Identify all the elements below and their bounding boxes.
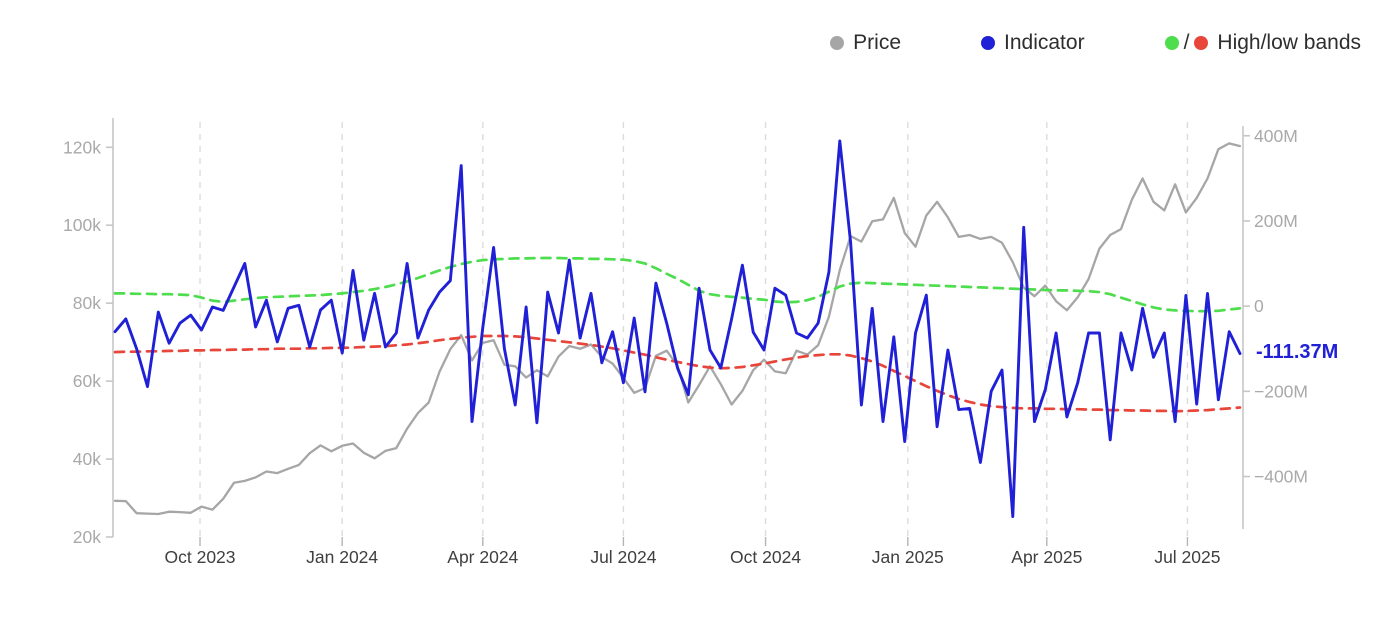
y-left-tick-label: 40k [73, 449, 101, 469]
price-line [113, 142, 1242, 516]
legend-item-high-low-bands[interactable]: / High/low bands [1164, 31, 1361, 55]
y-left-tick-label: 80k [73, 293, 101, 313]
price-legend-dot-icon [830, 36, 845, 50]
low-band-legend-dot-icon [1194, 36, 1209, 50]
indicator-last-value-label: -111.37M [1256, 340, 1339, 363]
chart-legend: Price Indicator / High/low bands [830, 31, 1361, 55]
y-right-tick-label: −200M [1254, 381, 1308, 401]
legend-item-price[interactable]: Price [830, 31, 901, 55]
indicator-legend-dot-icon [981, 36, 996, 50]
y-right-tick-label: 400M [1254, 126, 1298, 146]
x-tick-label: Oct 2024 [730, 547, 801, 567]
y-right-tick-label: 200M [1254, 211, 1298, 231]
y-left-tick-label: 20k [73, 527, 101, 547]
high-band-legend-dot-icon [1164, 36, 1179, 50]
legend-item-label: Price [853, 31, 902, 54]
x-tick-label: Jul 2025 [1154, 547, 1220, 567]
x-tick-label: Apr 2024 [447, 547, 518, 567]
y-right-tick-label: 0 [1254, 296, 1264, 316]
x-tick-label: Apr 2025 [1011, 547, 1082, 567]
indicator-line [113, 139, 1242, 519]
x-tick-label: Oct 2023 [165, 547, 236, 567]
y-axis-left: 20k 40k 60k 80k 100k 120k [63, 118, 114, 547]
x-tick-label: Jan 2025 [872, 547, 944, 567]
x-tick-label: Jul 2024 [590, 547, 656, 567]
x-tick-label: Jan 2024 [306, 547, 378, 567]
y-left-tick-label: 60k [73, 371, 101, 391]
legend-item-label: Indicator [1004, 31, 1085, 54]
y-right-tick-label: −400M [1254, 467, 1308, 487]
y-left-tick-label: 120k [63, 137, 101, 157]
legend-item-indicator[interactable]: Indicator [981, 31, 1085, 55]
y-axis-right: −400M −200M 0 200M 400M [1242, 126, 1308, 529]
legend-item-label: High/low bands [1217, 31, 1361, 54]
legend-separator: / [1183, 31, 1190, 54]
x-axis: Oct 2023 Jan 2024 Apr 2024 Jul 2024 Oct 2024… [165, 537, 1221, 567]
y-left-tick-label: 100k [63, 215, 101, 235]
